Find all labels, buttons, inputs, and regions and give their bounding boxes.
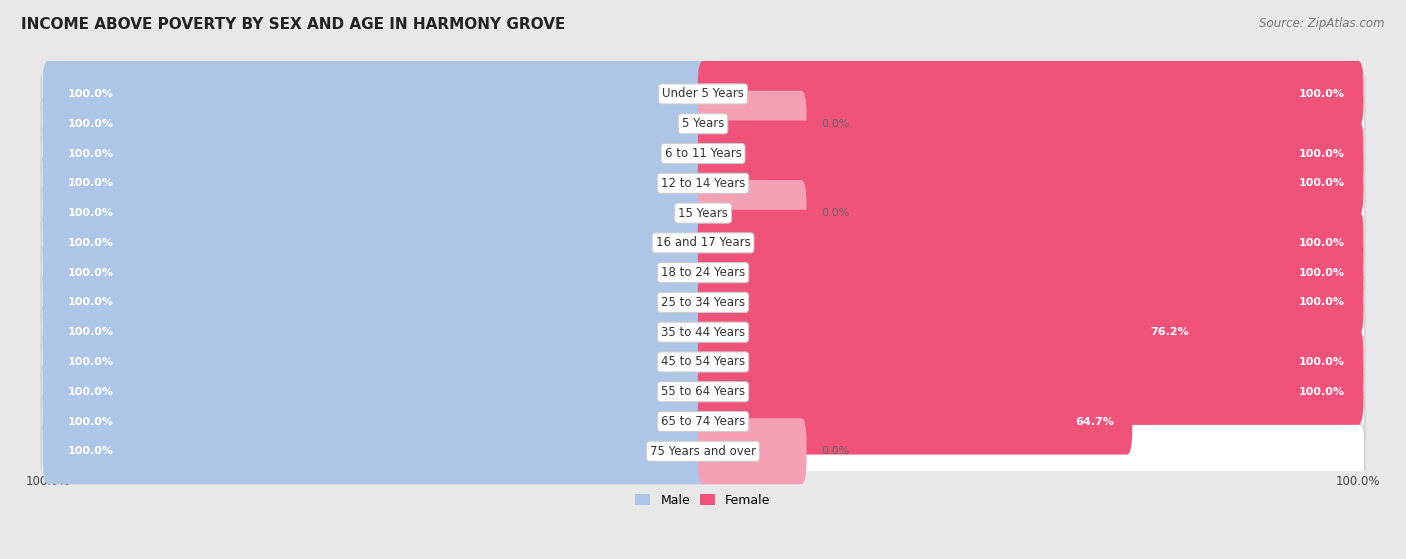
- FancyBboxPatch shape: [41, 395, 1365, 448]
- Text: 100.0%: 100.0%: [67, 119, 114, 129]
- Text: 18 to 24 Years: 18 to 24 Years: [661, 266, 745, 279]
- FancyBboxPatch shape: [42, 150, 709, 216]
- FancyBboxPatch shape: [41, 276, 1365, 329]
- FancyBboxPatch shape: [41, 365, 1365, 419]
- Text: 16 and 17 Years: 16 and 17 Years: [655, 236, 751, 249]
- Text: 45 to 54 Years: 45 to 54 Years: [661, 356, 745, 368]
- FancyBboxPatch shape: [42, 210, 709, 276]
- Text: 6 to 11 Years: 6 to 11 Years: [665, 147, 741, 160]
- Text: 100.0%: 100.0%: [1299, 238, 1346, 248]
- FancyBboxPatch shape: [42, 120, 709, 187]
- FancyBboxPatch shape: [42, 418, 709, 484]
- Text: 100.0%: 100.0%: [67, 357, 114, 367]
- Text: 100.0%: 100.0%: [1299, 297, 1346, 307]
- FancyBboxPatch shape: [42, 180, 709, 246]
- Text: 55 to 64 Years: 55 to 64 Years: [661, 385, 745, 398]
- FancyBboxPatch shape: [41, 127, 1365, 181]
- Text: 75 Years and over: 75 Years and over: [650, 445, 756, 458]
- Text: 15 Years: 15 Years: [678, 207, 728, 220]
- Text: 100.0%: 100.0%: [1299, 149, 1346, 159]
- FancyBboxPatch shape: [697, 240, 1364, 306]
- FancyBboxPatch shape: [697, 269, 1364, 335]
- FancyBboxPatch shape: [41, 157, 1365, 210]
- Text: Under 5 Years: Under 5 Years: [662, 87, 744, 101]
- Text: 100.0%: 100.0%: [67, 416, 114, 427]
- FancyBboxPatch shape: [42, 269, 709, 335]
- FancyBboxPatch shape: [42, 329, 709, 395]
- Text: INCOME ABOVE POVERTY BY SEX AND AGE IN HARMONY GROVE: INCOME ABOVE POVERTY BY SEX AND AGE IN H…: [21, 17, 565, 32]
- FancyBboxPatch shape: [41, 67, 1365, 121]
- Text: Source: ZipAtlas.com: Source: ZipAtlas.com: [1260, 17, 1385, 30]
- FancyBboxPatch shape: [697, 389, 1132, 454]
- FancyBboxPatch shape: [41, 246, 1365, 300]
- Text: 0.0%: 0.0%: [821, 208, 849, 218]
- Text: 76.2%: 76.2%: [1150, 327, 1189, 337]
- Text: 100.0%: 100.0%: [67, 178, 114, 188]
- FancyBboxPatch shape: [42, 299, 709, 365]
- Text: 0.0%: 0.0%: [821, 119, 849, 129]
- Text: 100.0%: 100.0%: [67, 238, 114, 248]
- Text: 25 to 34 Years: 25 to 34 Years: [661, 296, 745, 309]
- Text: 100.0%: 100.0%: [67, 208, 114, 218]
- Text: 5 Years: 5 Years: [682, 117, 724, 130]
- FancyBboxPatch shape: [42, 359, 709, 425]
- Text: 100.0%: 100.0%: [67, 327, 114, 337]
- FancyBboxPatch shape: [697, 210, 1364, 276]
- Text: 100.0%: 100.0%: [67, 268, 114, 278]
- FancyBboxPatch shape: [697, 120, 1364, 187]
- FancyBboxPatch shape: [697, 418, 807, 484]
- FancyBboxPatch shape: [41, 97, 1365, 150]
- Text: 100.0%: 100.0%: [1299, 89, 1346, 99]
- Text: 100.0%: 100.0%: [1299, 387, 1346, 397]
- Text: 100.0%: 100.0%: [1299, 268, 1346, 278]
- Text: 64.7%: 64.7%: [1076, 416, 1114, 427]
- FancyBboxPatch shape: [697, 359, 1364, 425]
- Text: 65 to 74 Years: 65 to 74 Years: [661, 415, 745, 428]
- Legend: Male, Female: Male, Female: [630, 489, 776, 512]
- FancyBboxPatch shape: [41, 216, 1365, 269]
- FancyBboxPatch shape: [42, 389, 709, 454]
- Text: 100.0%: 100.0%: [1299, 178, 1346, 188]
- Text: 100.0%: 100.0%: [67, 297, 114, 307]
- Text: 0.0%: 0.0%: [821, 446, 849, 456]
- FancyBboxPatch shape: [697, 91, 807, 157]
- Text: 100.0%: 100.0%: [67, 387, 114, 397]
- FancyBboxPatch shape: [697, 329, 1364, 395]
- Text: 100.0%: 100.0%: [67, 89, 114, 99]
- FancyBboxPatch shape: [41, 186, 1365, 240]
- FancyBboxPatch shape: [42, 240, 709, 306]
- Text: 100.0%: 100.0%: [67, 446, 114, 456]
- FancyBboxPatch shape: [41, 305, 1365, 359]
- FancyBboxPatch shape: [41, 335, 1365, 389]
- Text: 12 to 14 Years: 12 to 14 Years: [661, 177, 745, 190]
- FancyBboxPatch shape: [42, 91, 709, 157]
- FancyBboxPatch shape: [42, 61, 709, 127]
- FancyBboxPatch shape: [697, 61, 1364, 127]
- FancyBboxPatch shape: [697, 180, 807, 246]
- Text: 100.0%: 100.0%: [1299, 357, 1346, 367]
- FancyBboxPatch shape: [697, 299, 1208, 365]
- FancyBboxPatch shape: [41, 424, 1365, 478]
- Text: 35 to 44 Years: 35 to 44 Years: [661, 326, 745, 339]
- Text: 100.0%: 100.0%: [67, 149, 114, 159]
- FancyBboxPatch shape: [697, 150, 1364, 216]
